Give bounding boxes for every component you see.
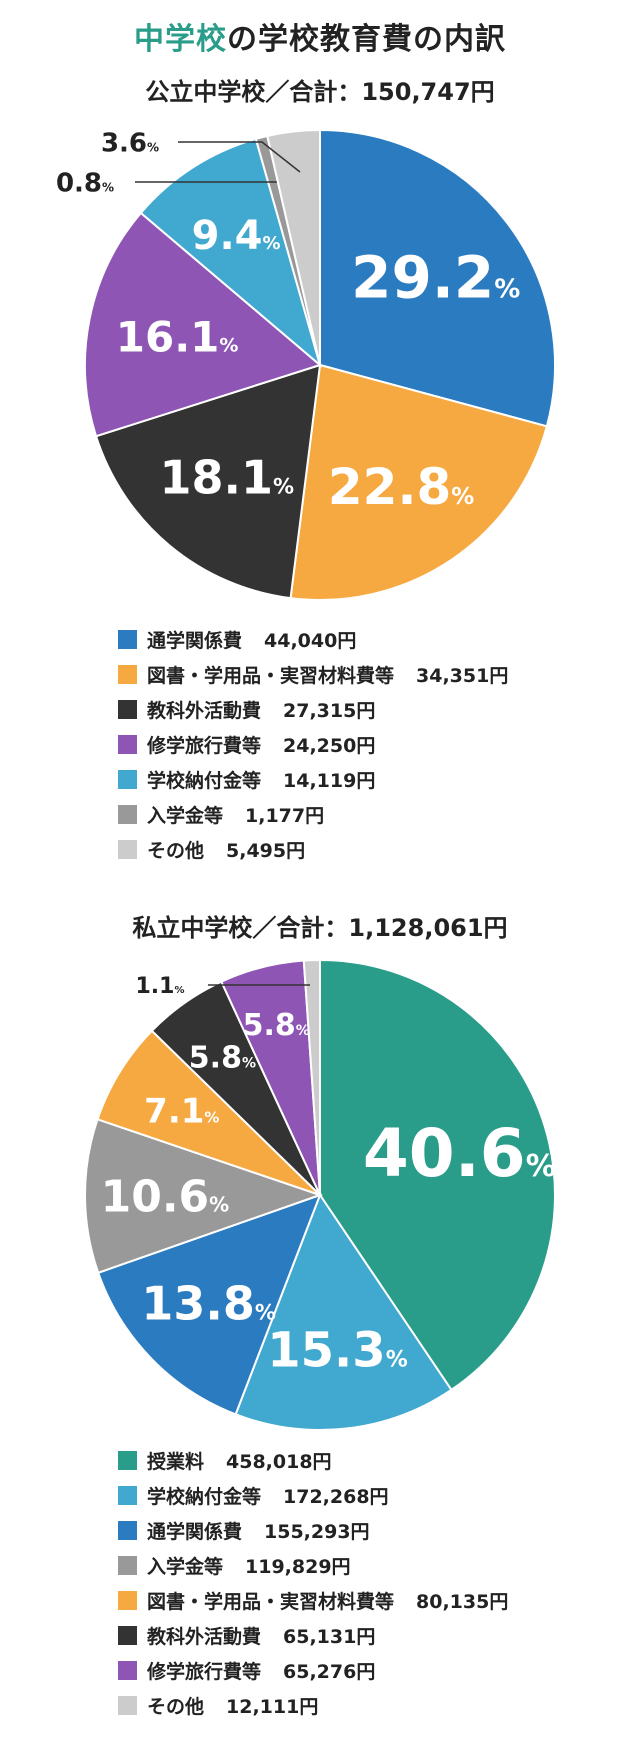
data-label: 0.8% <box>56 168 114 198</box>
legend-item: 学校納付金等 14,119円 <box>118 762 618 797</box>
legend-label: 図書・学用品・実習材料費等 <box>147 665 395 687</box>
legend-label: 学校納付金等 <box>147 770 262 792</box>
legend-item: 通学関係費 155,293円 <box>118 1513 618 1548</box>
pie-slice <box>84 211 323 438</box>
legend-item: 修学旅行費等 24,250円 <box>118 727 618 762</box>
data-label: 15.3% <box>267 1322 407 1378</box>
legend-item: 入学金等 1,177円 <box>118 797 618 832</box>
pie-slice <box>319 128 556 428</box>
legend-label: 図書・学用品・実習材料費等 <box>147 1591 395 1613</box>
pie-slice <box>96 1193 322 1416</box>
legend-swatch <box>118 840 137 859</box>
legend-swatch <box>118 1556 137 1575</box>
public-chart-title: 公立中学校／合計：150,747円 <box>145 78 495 106</box>
legend-swatch <box>118 630 137 649</box>
data-label: 16.1% <box>116 313 239 362</box>
legend-swatch <box>118 665 137 684</box>
legend-swatch <box>118 1486 137 1505</box>
public-pie-chart: 29.2%22.8%18.1%16.1%9.4%0.8%3.6% <box>56 128 556 601</box>
legend-label: 修学旅行費等 <box>147 1661 262 1683</box>
legend-swatch <box>118 770 137 789</box>
legend-label: 通学関係費 <box>147 630 243 652</box>
legend-value: 80,135円 <box>416 1591 509 1613</box>
legend-item: 修学旅行費等 65,276円 <box>118 1653 618 1688</box>
data-label: 5.8% <box>243 1008 310 1043</box>
legend-swatch <box>118 1591 137 1610</box>
legend-label: 教科外活動費 <box>147 1626 262 1648</box>
legend-value: 65,131円 <box>283 1626 376 1648</box>
pie-slice <box>139 137 322 368</box>
legend-value: 5,495円 <box>226 840 306 862</box>
legend-item: 教科外活動費 27,315円 <box>118 692 618 727</box>
legend-value: 119,829円 <box>245 1556 351 1578</box>
pie-slice <box>84 1118 324 1275</box>
legend-value: 172,268円 <box>283 1486 389 1508</box>
data-label: 40.6% <box>363 1115 556 1192</box>
legend-value: 24,250円 <box>283 735 376 757</box>
legend-item: 通学関係費 44,040円 <box>118 622 618 657</box>
pie-slice <box>94 363 322 600</box>
legend-label: 授業料 <box>147 1451 205 1473</box>
legend-value: 65,276円 <box>283 1661 376 1683</box>
legend-swatch <box>118 1661 137 1680</box>
legend-swatch <box>118 805 137 824</box>
legend-label: その他 <box>147 1696 205 1718</box>
legend-value: 44,040円 <box>264 630 357 652</box>
legend-label: 教科外活動費 <box>147 700 262 722</box>
legend-swatch <box>118 1626 137 1645</box>
legend-swatch <box>118 1451 137 1470</box>
data-label: 3.6% <box>101 128 159 158</box>
pie-slice <box>302 958 321 1196</box>
pie-slice <box>96 1029 321 1196</box>
legend-label: 入学金等 <box>147 805 224 827</box>
page-title-rest: の学校教育費の内訳 <box>227 22 506 57</box>
legend-item: 入学金等 119,829円 <box>118 1548 618 1583</box>
legend-item: 学校納付金等 172,268円 <box>118 1478 618 1513</box>
pie-slice <box>289 363 549 601</box>
legend-value: 155,293円 <box>264 1521 370 1543</box>
legend-label: 入学金等 <box>147 1556 224 1578</box>
legend-label: 通学関係費 <box>147 1521 243 1543</box>
legend-value: 14,119円 <box>283 770 376 792</box>
legend-label: 学校納付金等 <box>147 1486 262 1508</box>
data-label: 10.6% <box>101 1172 230 1223</box>
legend-item: 授業料 458,018円 <box>118 1443 618 1478</box>
private-pie-chart: 40.6%15.3%13.8%10.6%7.1%5.8%5.8%1.1% <box>84 958 557 1430</box>
legend-value: 27,315円 <box>283 700 376 722</box>
legend-label: 修学旅行費等 <box>147 735 262 757</box>
legend-value: 34,351円 <box>416 665 509 687</box>
page-title: 中学校の学校教育費の内訳 <box>0 14 640 58</box>
legend-label: その他 <box>147 840 205 862</box>
legend-item: 図書・学用品・実習材料費等 34,351円 <box>118 657 618 692</box>
legend-swatch <box>118 1521 137 1540</box>
callout-line <box>178 141 301 173</box>
data-label: 13.8% <box>141 1277 276 1331</box>
private-chart-title: 私立中学校／合計：1,128,061円 <box>132 914 508 942</box>
legend-value: 458,018円 <box>226 1451 332 1473</box>
legend-item: 図書・学用品・実習材料費等 80,135円 <box>118 1583 618 1618</box>
legend-swatch <box>118 735 137 754</box>
pie-slice <box>266 128 321 366</box>
page-title-accent: 中学校 <box>134 22 227 57</box>
data-label: 18.1% <box>160 451 295 505</box>
legend-item: 教科外活動費 65,131円 <box>118 1618 618 1653</box>
legend-value: 12,111円 <box>226 1696 319 1718</box>
legend-value: 1,177円 <box>245 805 325 827</box>
legend-swatch <box>118 700 137 719</box>
pie-slice <box>319 958 557 1392</box>
data-label: 29.2% <box>351 243 520 311</box>
pie-slice <box>234 1192 453 1430</box>
legend-item: その他 5,495円 <box>118 832 618 867</box>
data-label: 22.8% <box>328 458 474 516</box>
public-legend: 通学関係費 44,040円図書・学用品・実習材料費等 34,351円教科外活動費 27… <box>118 622 618 867</box>
private-legend: 授業料 458,018円学校納付金等 172,268円通学関係費 155,293円入学… <box>118 1443 618 1723</box>
data-label: 1.1% <box>135 974 184 999</box>
legend-item: その他 12,111円 <box>118 1688 618 1723</box>
legend-swatch <box>118 1696 137 1715</box>
